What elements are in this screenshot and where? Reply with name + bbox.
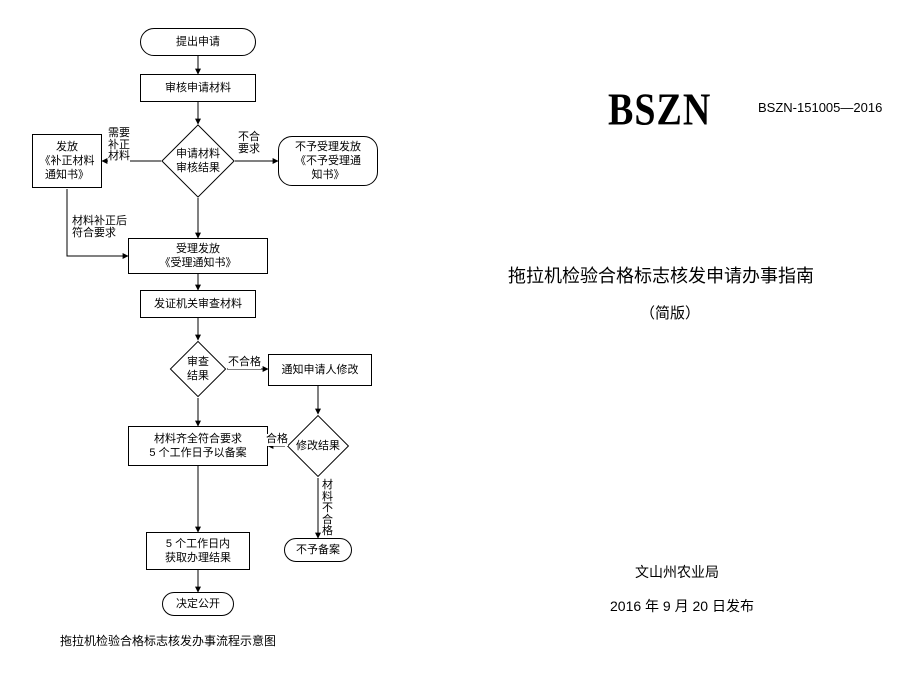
flowchart-caption: 拖拉机检验合格标志核发办事流程示意图 <box>60 632 276 649</box>
doc-code: BSZN-151005—2016 <box>758 100 882 115</box>
doc-logo: BSZN <box>608 84 711 137</box>
doc-date: 2016 年 9 月 20 日发布 <box>610 596 754 616</box>
flow-node-notify-modify: 通知申请人修改 <box>268 354 372 386</box>
flow-node-publish: 决定公开 <box>162 592 234 616</box>
flow-node-start: 提出申请 <box>140 28 256 56</box>
edge-label-need-correction: 需要 补正 材料 <box>108 128 130 163</box>
flow-node-reject-notice: 不予受理发放 《不予受理通 知书》 <box>278 136 378 186</box>
edge-label-pass: 合格 <box>266 434 288 446</box>
flow-node-obtain-result: 5 个工作日内 获取办理结果 <box>146 532 250 570</box>
flow-decision-modify-result: 修改结果 <box>296 424 340 468</box>
flow-node-accept-notice: 受理发放 《受理通知书》 <box>128 238 268 274</box>
edge-label-after-correction: 材料补正后 符合要求 <box>72 216 127 239</box>
edge-label-fail: 不合格 <box>228 357 261 369</box>
flow-decision-exam-result: 审查 结果 <box>178 349 218 389</box>
cover-page: BSZN BSZN-151005—2016 拖拉机检验合格标志核发申请办事指南 … <box>440 0 920 678</box>
doc-title: 拖拉机检验合格标志核发申请办事指南 <box>508 262 814 288</box>
flow-node-corrections-notice: 发放 《补正材料 通知书》 <box>32 134 102 188</box>
edge-label-material-fail: 材 料 不 合 格 <box>322 480 333 538</box>
doc-issuer: 文山州农业局 <box>635 562 719 582</box>
flow-node-review-materials: 审核申请材料 <box>140 74 256 102</box>
edge-label-not-meet: 不合 要求 <box>238 132 260 155</box>
doc-subtitle: （简版） <box>640 302 700 323</box>
flow-node-agency-review: 发证机关审查材料 <box>140 290 256 318</box>
flowchart-canvas: 提出申请 审核申请材料 申请材料 审核结果 发放 《补正材料 通知书》 不予受理… <box>0 0 440 678</box>
flow-node-file-5days: 材料齐全符合要求 5 个工作日予以备案 <box>128 426 268 466</box>
flow-decision-review-result: 申请材料 审核结果 <box>172 135 224 187</box>
flow-node-no-filing: 不予备案 <box>284 538 352 562</box>
